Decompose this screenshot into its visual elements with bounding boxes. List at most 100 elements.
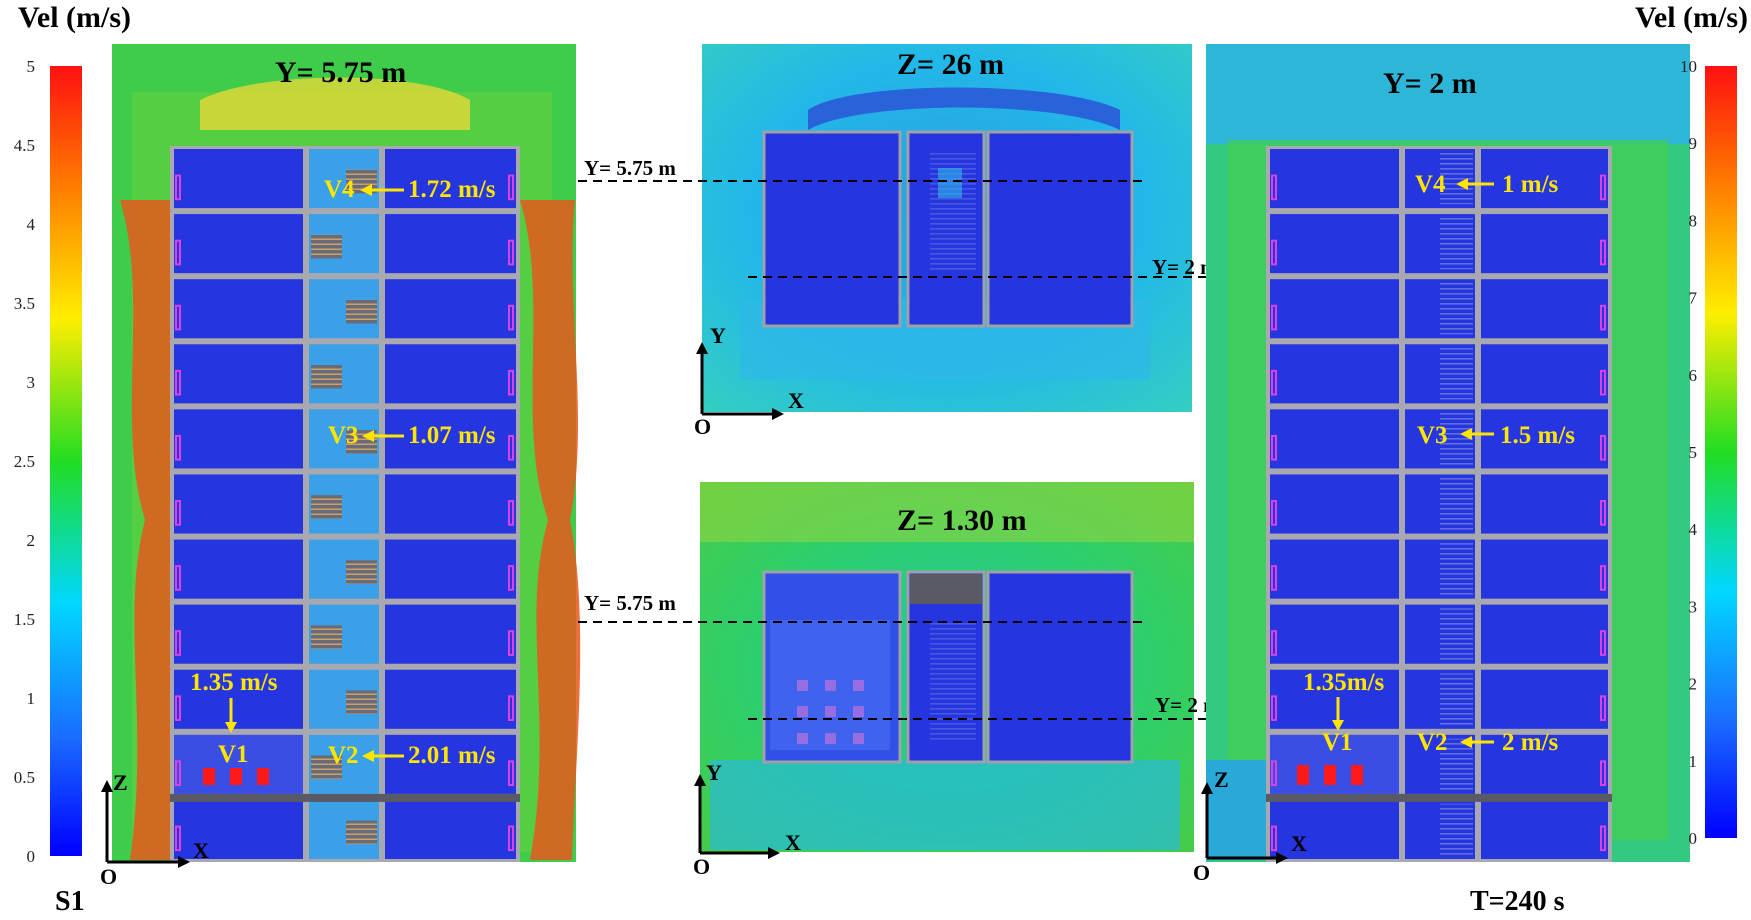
door: [1271, 825, 1277, 852]
door: [1600, 304, 1606, 331]
door: [508, 500, 514, 526]
floorplan-bottom: [762, 570, 1134, 764]
colorbar-tick-label: 2: [1689, 675, 1698, 694]
right-hot-plume: [520, 200, 581, 860]
door: [1271, 369, 1277, 396]
panel-top-mid-title: Z= 26 m: [897, 48, 1004, 81]
room: [385, 799, 516, 859]
door: [175, 825, 181, 852]
stair-flight: [311, 625, 342, 649]
stair-flight: [346, 690, 377, 715]
door: [508, 174, 514, 201]
door: [1600, 565, 1606, 591]
axis-y-label: Y: [710, 323, 726, 348]
room: [385, 669, 516, 729]
room: [174, 279, 303, 339]
door: [1271, 500, 1277, 526]
door: [175, 239, 181, 266]
door: [508, 304, 514, 331]
panel-left-title: Y= 5.75 m: [275, 56, 406, 89]
door: [1271, 695, 1277, 721]
axis-x-label: X: [193, 838, 209, 863]
left-axes: Z X O: [100, 770, 209, 889]
stair-flight: [1440, 283, 1473, 335]
door: [175, 500, 181, 526]
stair-flight: [1440, 413, 1473, 465]
colorbar-tick-label: 4: [27, 215, 36, 234]
door: [508, 825, 514, 852]
colorbar-left: Vel (m/s) 5 4.5 4 3.5 3 2.5 2 1.5 1 0.5 0: [14, 1, 131, 866]
stair-flight: [1440, 543, 1473, 595]
room: [174, 149, 303, 209]
panel-bottom-mid: Z= 1.30 m Y= 5.75 m Y= 2 m Y X O: [578, 482, 1262, 879]
axis-origin-label: O: [100, 864, 117, 889]
stair-flight: [1440, 673, 1473, 725]
colorbar-tick-label: 4.5: [14, 136, 35, 155]
left-v3-label: V3: [328, 422, 359, 449]
room: [1481, 344, 1608, 404]
right-v3-speed: 1.5 m/s: [1500, 422, 1575, 449]
door: [1600, 760, 1606, 787]
colorbar-right-title: Vel (m/s): [1635, 1, 1748, 34]
right-v3-label: V3: [1417, 422, 1448, 449]
colorbar-right-gradient: [1705, 66, 1737, 838]
room: [385, 604, 516, 664]
room: [385, 279, 516, 339]
axis-origin-label: O: [693, 854, 710, 879]
ground-slab: [1266, 793, 1612, 802]
fire-source: [230, 768, 242, 785]
door: [508, 630, 514, 656]
door: [175, 434, 181, 461]
door: [175, 630, 181, 656]
room: [174, 604, 303, 664]
room: [385, 149, 516, 209]
bottom-mid-axes: Y X O: [693, 760, 801, 879]
room: [174, 214, 303, 274]
left-v1-speed: 1.35 m/s: [190, 669, 278, 696]
stair-flight: [1440, 478, 1473, 530]
axis-z-label: Z: [113, 770, 128, 795]
colorbar-tick-label: 6: [1689, 366, 1698, 385]
colorbar-tick-label: 1: [27, 689, 36, 708]
fire-sources-plan: [797, 680, 864, 744]
room: [1481, 669, 1608, 729]
room: [174, 539, 303, 599]
left-v2-label: V2: [328, 742, 359, 769]
fire-source: [1351, 765, 1363, 785]
stair-flight: [1440, 803, 1473, 855]
door: [508, 695, 514, 721]
door: [508, 760, 514, 787]
room: [1270, 409, 1399, 469]
door: [508, 565, 514, 591]
fire-source: [257, 768, 269, 785]
room: [1481, 799, 1608, 859]
room: [1270, 149, 1399, 209]
colorbar-tick-label: 1.5: [14, 610, 35, 629]
door: [175, 695, 181, 721]
door: [175, 304, 181, 331]
axis-x-label: X: [785, 830, 801, 855]
left-hot-plume: [120, 200, 180, 860]
room: [385, 539, 516, 599]
stair-flight: [1440, 218, 1473, 270]
door: [175, 369, 181, 396]
room: [1270, 799, 1399, 859]
door: [1600, 695, 1606, 721]
stair-flight: [1440, 738, 1473, 790]
room: [174, 409, 303, 469]
room: [1481, 279, 1608, 339]
stair-flight: [1440, 608, 1473, 660]
stair-flight: [346, 299, 377, 324]
colorbar-tick-label: 7: [1689, 289, 1698, 308]
room: [1270, 474, 1399, 534]
door: [1600, 434, 1606, 461]
colorbar-tick-label: 5: [1689, 443, 1698, 462]
door: [1600, 630, 1606, 656]
room: [1270, 669, 1399, 729]
colorbar-left-title: Vel (m/s): [18, 1, 131, 34]
stair-flight: [311, 755, 342, 780]
colorbar-tick-label: 3: [27, 373, 36, 392]
door: [1271, 565, 1277, 591]
panel-right: Y= 2 m V4 1 m/s V3 1.5 m/s 1.35m/s V1 V2…: [1193, 44, 1690, 885]
